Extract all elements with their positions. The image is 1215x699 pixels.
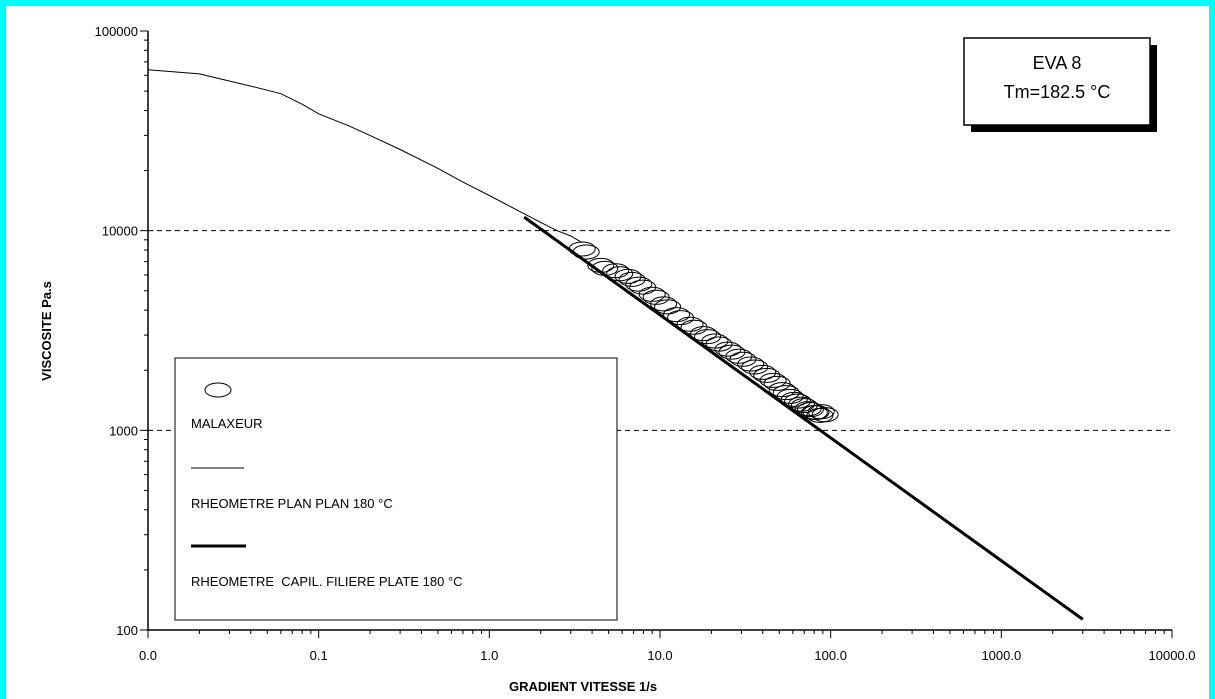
legend: MALAXEUR RHEOMETRE PLAN PLAN 180 °C RHEO…	[174, 357, 618, 621]
x-tick-label: 10000.0	[1149, 648, 1196, 663]
malaxeur-point	[618, 271, 646, 287]
malaxeur-point	[614, 268, 642, 284]
x-tick-label: 0.1	[310, 648, 328, 663]
malaxeur-point	[776, 388, 804, 404]
viscosity-chart: 100 1000 10000 100000 0.0 0.1 1.0 10.0 100.0 1000…	[39, 24, 1196, 694]
y-tick-label: 100000	[95, 24, 138, 39]
legend-label-malaxeur: MALAXEUR	[191, 416, 263, 431]
malaxeur-point	[650, 296, 678, 312]
series-line-plan-plan	[147, 69, 583, 244]
malaxeur-point	[780, 391, 808, 407]
legend-label-plan-plan: RHEOMETRE PLAN PLAN 180 °C	[191, 496, 393, 511]
malaxeur-point	[663, 307, 691, 323]
x-axis-title: GRADIENT VITESSE 1/s	[509, 679, 657, 694]
malaxeur-point	[749, 364, 777, 380]
malaxeur-point	[753, 367, 781, 383]
y-tick-label: 10000	[102, 224, 138, 239]
malaxeur-point	[796, 402, 824, 418]
malaxeur-point	[763, 375, 791, 391]
x-tick-label: 1.0	[480, 648, 498, 663]
x-tick-label: 100.0	[814, 648, 847, 663]
malaxeur-point	[625, 276, 653, 292]
y-axis-title: VISCOSITE Pa.s	[39, 281, 54, 381]
malaxeur-point	[737, 356, 765, 372]
y-tick-label: 1000	[109, 423, 138, 438]
malaxeur-point	[759, 372, 787, 388]
malaxeur-point	[811, 407, 839, 423]
malaxeur-point	[741, 359, 769, 375]
x-tick-label: 1000.0	[981, 648, 1021, 663]
annotation-line-1: EVA 8	[1033, 53, 1082, 73]
annotation-line-2: Tm=182.5 °C	[1004, 82, 1111, 102]
malaxeur-point	[676, 316, 704, 332]
legend-label-capillaire: RHEOMETRE CAPIL. FILIERE PLATE 180 °C	[191, 574, 463, 589]
series-line-capillaire	[523, 215, 1084, 621]
malaxeur-point	[807, 404, 835, 420]
malaxeur-point	[729, 351, 757, 367]
chart-frame: 100 1000 10000 100000 0.0 0.1 1.0 10.0 100.0 1000…	[6, 6, 1209, 699]
annotation-box: EVA 8 Tm=182.5 °C	[963, 37, 1157, 132]
x-tick-label: 0.0	[139, 648, 157, 663]
legend-marker-malaxeur	[204, 382, 232, 398]
malaxeur-point	[725, 348, 753, 364]
x-tick-label: 10.0	[647, 648, 672, 663]
malaxeur-point	[638, 286, 666, 302]
y-tick-label: 100	[116, 623, 138, 638]
malaxeur-point	[654, 299, 682, 315]
